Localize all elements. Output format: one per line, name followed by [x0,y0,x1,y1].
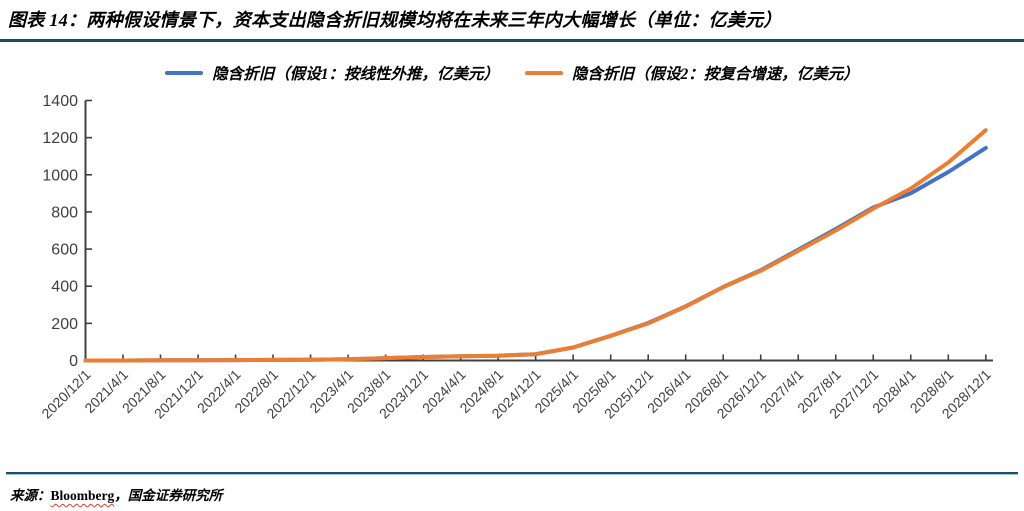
y-axis-tick-label: 1400 [42,93,78,110]
y-axis-tick-label: 1200 [42,130,78,147]
figure-title: 图表 14：两种假设情景下，资本支出隐含折旧规模均将在未来三年内大幅增长（单位：… [8,10,782,30]
series-line-assumption1-blue [83,145,988,363]
source-prefix: 来源： [10,488,51,503]
source-suffix: ，国金证券研究所 [114,488,223,503]
legend-marker-orange-line [525,70,563,76]
source-bloomberg: Bloomberg [50,488,115,503]
source-note: 来源：Bloomberg，国金证券研究所 [10,484,222,504]
x-axis-tick-label: 2020/12/1 [38,366,94,422]
y-axis-tick-label: 0 [69,353,78,370]
legend-marker-blue-line [165,70,204,76]
y-axis-tick-label: 600 [51,242,78,259]
title-divider [0,39,1024,42]
y-axis-tick-label: 800 [51,204,78,221]
legend-label-series2: 隐含折旧（假设2：按复合增速，亿美元） [572,66,859,83]
legend-item-series1: 隐含折旧（假设1：按线性外推，亿美元） [165,62,499,84]
footer-divider [6,472,1018,475]
chart-legend: 隐含折旧（假设1：按线性外推，亿美元） 隐含折旧（假设2：按复合增速，亿美元） [0,62,1024,84]
series-line-assumption2-orange [83,128,988,363]
y-axis-tick-label: 200 [51,316,78,333]
y-axis-tick-label: 400 [51,279,78,296]
y-axis-tick-label: 1000 [42,167,78,184]
legend-item-series2: 隐含折旧（假设2：按复合增速，亿美元） [525,62,859,84]
legend-label-series1: 隐含折旧（假设1：按线性外推，亿美元） [212,66,499,83]
